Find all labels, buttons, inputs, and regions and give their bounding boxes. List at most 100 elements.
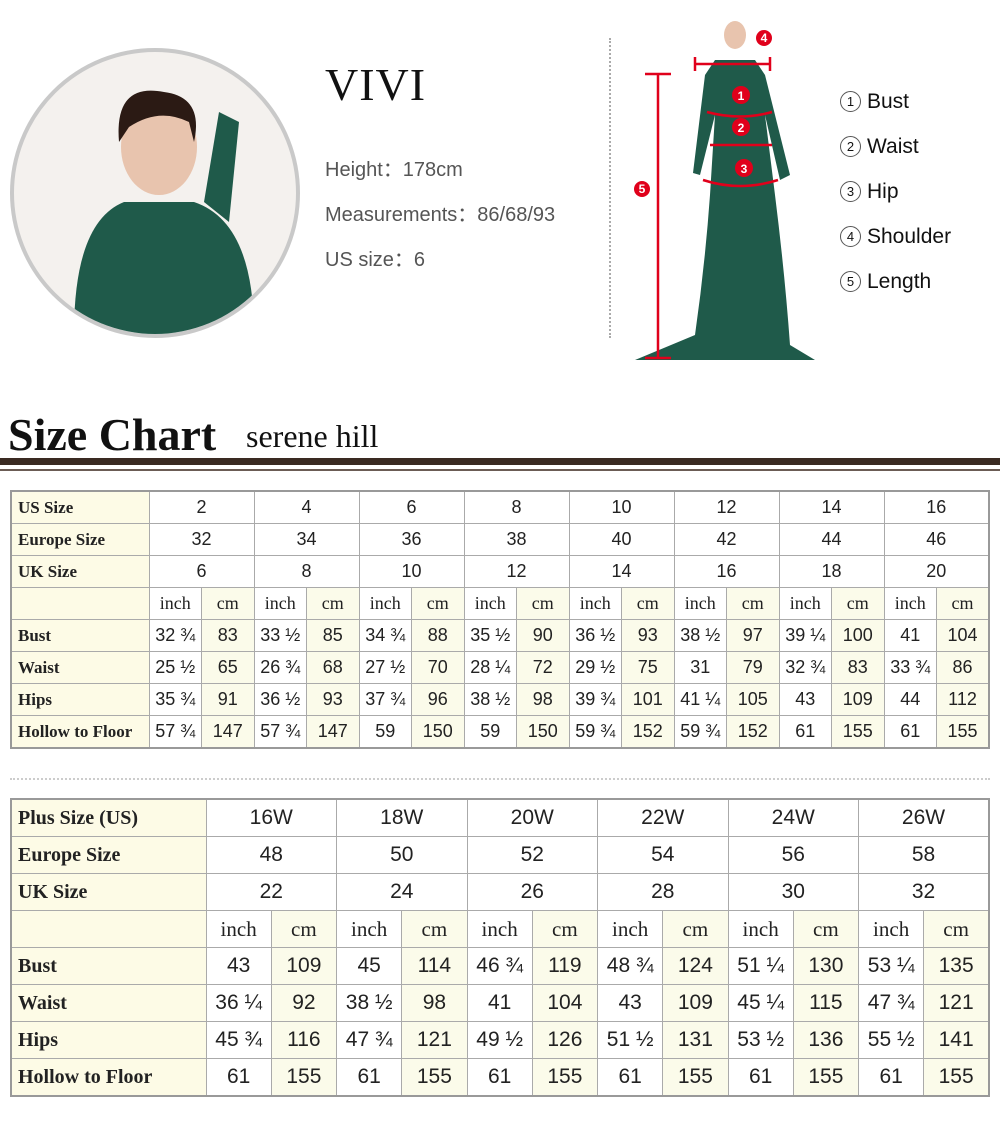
cm-value: 141 [923,1021,990,1059]
unit-inch: inch [673,587,727,620]
cm-value: 155 [936,715,990,749]
inch-value: 37 ¾ [358,683,412,716]
inch-value: 39 ¾ [568,683,622,716]
cm-value: 155 [923,1058,990,1097]
inch-value: 41 [883,619,937,652]
cm-value: 85 [306,619,360,652]
size-cell: 22W [597,798,729,837]
inch-value: 41 ¼ [673,683,727,716]
size-row: UK Size 6 8 10 12 14 16 18 20 [10,555,990,588]
size-cell: 54 [597,836,729,874]
size-cell: 40 [568,523,675,556]
cm-value: 100 [831,619,885,652]
unit-inch: inch [466,910,533,948]
cm-value: 116 [270,1021,338,1059]
cm-value: 135 [923,947,990,985]
inch-value: 38 ½ [463,683,517,716]
inch-value: 43 [778,683,832,716]
cm-value: 91 [201,683,255,716]
measurement-row: Bust 32 ¾ 83 33 ½ 85 34 ¾ 88 35 ½ 90 36 ½ 93 38 ½ 97… [10,619,990,652]
row-label [10,587,150,620]
size-chart-title: Size Chart [8,409,217,460]
inch-value: 61 [883,715,937,749]
model-us-size: US size：6 [325,249,426,271]
cm-value: 83 [831,651,885,684]
cm-value: 104 [936,619,990,652]
cm-value: 90 [516,619,570,652]
cm-value: 152 [726,715,780,749]
brand-name: serene hill [246,418,379,454]
size-cell: 20W [466,798,598,837]
size-cell: 38 [463,523,570,556]
unit-inch: inch [335,910,403,948]
legend-number: 5 [840,271,861,292]
cm-value: 155 [792,1058,860,1097]
size-cell: 52 [466,836,598,874]
inch-value: 61 [205,1058,272,1097]
size-cell: 12 [673,490,780,524]
cm-value: 93 [621,619,675,652]
measurement-row: Hollow to Floor 61 155 61 155 61 155 61 155 61 155… [10,1058,990,1097]
measurement-row: Waist 36 ¼ 92 38 ½ 98 41 104 43 109 45 ¼ 115 47 ¾ 12… [10,984,990,1022]
inch-value: 53 ½ [727,1021,794,1059]
row-label: US Size [10,490,150,524]
legend-label: Length [867,270,932,293]
inch-value: 27 ½ [358,651,412,684]
size-cell: 48 [205,836,337,874]
size-row: Europe Size 32 34 36 38 40 42 44 46 [10,523,990,556]
unit-cm: cm [936,587,990,620]
inch-value: 59 ¾ [673,715,727,749]
unit-cm: cm [662,910,729,948]
size-cell: 30 [727,873,859,911]
model-height: Height：178cm [325,159,463,181]
size-cell: 8 [463,490,570,524]
unit-cm: cm [831,587,885,620]
cm-value: 70 [411,651,465,684]
row-label: Bust [10,947,207,985]
unit-row: inch cm inch cm inch cm inch cm inch cm inch cm [10,910,990,948]
inch-value: 61 [727,1058,794,1097]
inch-value: 31 [673,651,727,684]
size-cell: 44 [778,523,885,556]
size-cell: 10 [568,490,675,524]
legend-number: 2 [840,136,861,157]
row-label: UK Size [10,555,150,588]
legend-item-hip: 3 Hip [840,180,899,204]
row-label: Europe Size [10,523,150,556]
size-cell: 36 [358,523,465,556]
cm-value: 150 [411,715,465,749]
divider [609,38,611,338]
size-cell: 56 [727,836,859,874]
size-row: Plus Size (US) 16W 18W 20W 22W 24W 26W [10,798,990,837]
unit-cm: cm [270,910,338,948]
cm-value: 65 [201,651,255,684]
heading-rule-thin [0,469,1000,471]
standard-size-table: US Size 2 4 6 8 10 12 14 16 Europe Size 32 34 36 38 40… [10,490,990,749]
inch-value: 59 [463,715,517,749]
size-cell: 26 [466,873,598,911]
legend-label: Waist [867,135,919,158]
inch-value: 61 [778,715,832,749]
cm-value: 92 [270,984,338,1022]
inch-value: 61 [857,1058,925,1097]
size-cell: 50 [336,836,468,874]
cm-value: 114 [401,947,468,985]
unit-cm: cm [201,587,255,620]
inch-value: 35 ¾ [148,683,202,716]
row-label: Waist [10,651,150,684]
inch-value: 38 ½ [673,619,727,652]
size-cell: 26W [858,798,990,837]
row-label: Hips [10,683,150,716]
cm-value: 101 [621,683,675,716]
inch-value: 61 [596,1058,664,1097]
unit-inch: inch [568,587,622,620]
size-cell: 8 [253,555,360,588]
cm-value: 97 [726,619,780,652]
cm-value: 93 [306,683,360,716]
inch-value: 32 ¾ [778,651,832,684]
size-cell: 24W [727,798,859,837]
inch-value: 25 ½ [148,651,202,684]
model-name: VIVI [325,59,427,110]
size-cell: 20 [883,555,990,588]
cm-value: 104 [531,984,599,1022]
